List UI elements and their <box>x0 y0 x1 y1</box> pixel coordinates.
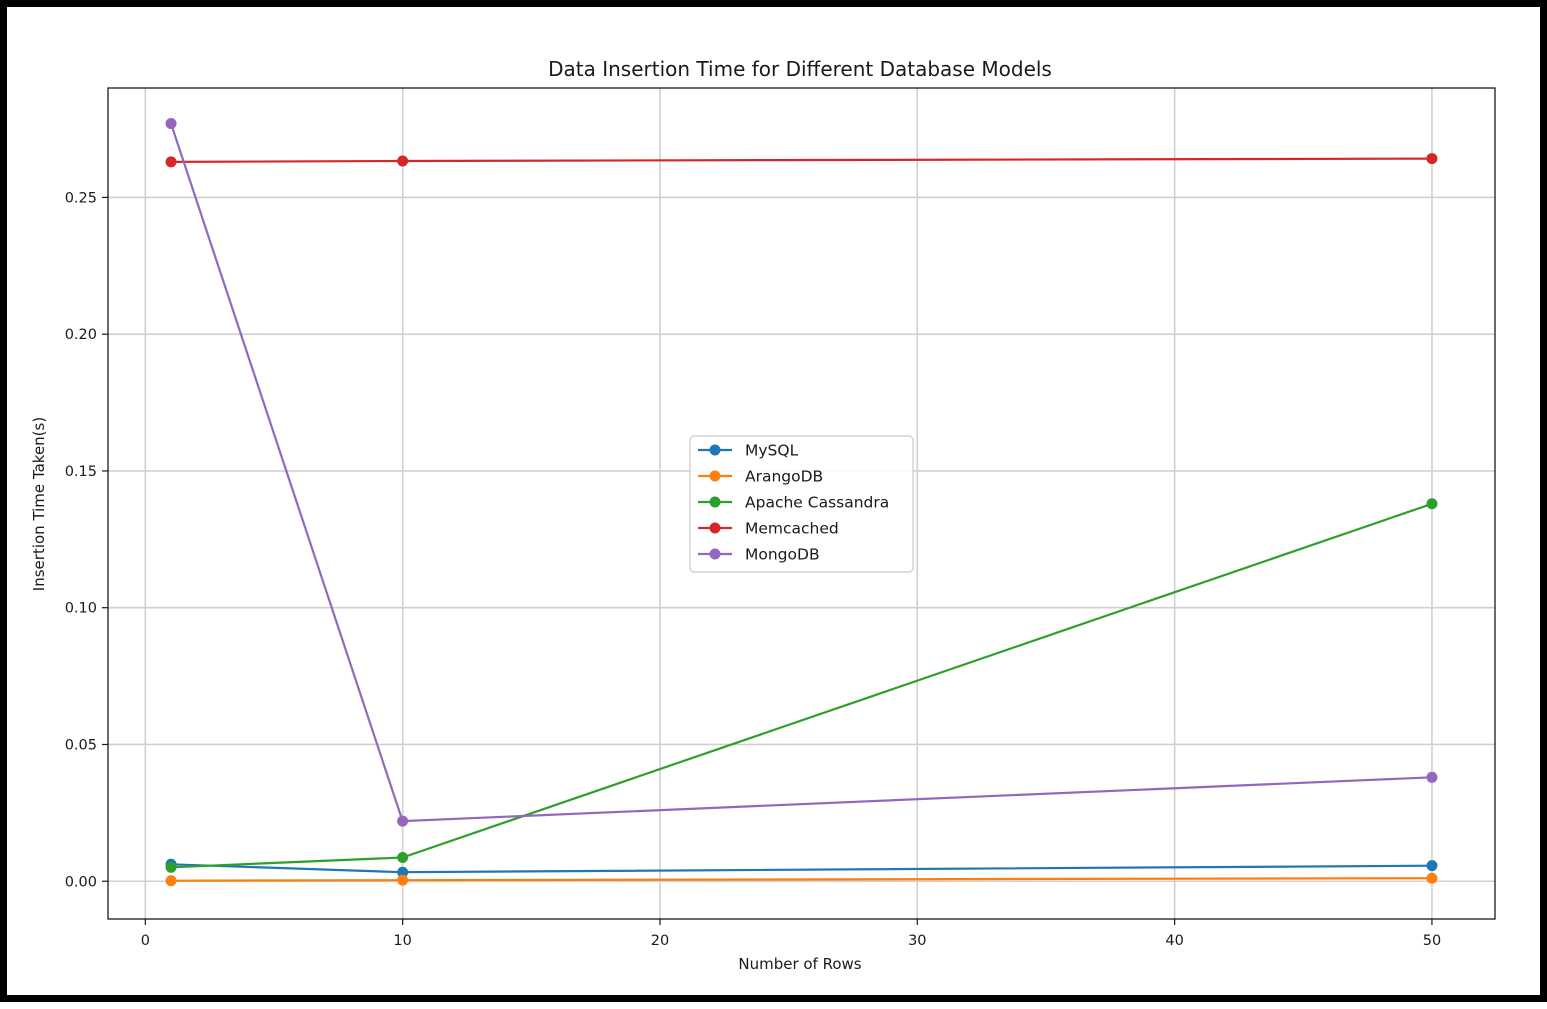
data-point-arangodb <box>165 875 177 887</box>
line-chart: Data Insertion Time for Different Databa… <box>30 57 1496 973</box>
y-tick-label: 0.15 <box>65 464 97 480</box>
x-tick-label: 20 <box>651 933 669 949</box>
x-tick-label: 50 <box>1423 933 1441 949</box>
data-point-mongodb <box>397 815 409 827</box>
legend-marker <box>709 444 721 456</box>
series-apache-cassandra <box>165 498 1438 873</box>
x-tick-label: 30 <box>908 933 926 949</box>
legend-item-memcached: Memcached <box>698 520 839 538</box>
legend-item-apache-cassandra: Apache Cassandra <box>698 494 889 512</box>
legend-box <box>689 435 914 573</box>
x-axis-label: Number of Rows <box>738 955 861 973</box>
legend-item-arangodb: ArangoDB <box>698 468 823 486</box>
legend-label: MongoDB <box>745 546 820 564</box>
x-tick-label: 0 <box>141 933 150 949</box>
data-point-arangodb <box>397 874 409 886</box>
series-arangodb <box>165 872 1438 887</box>
legend-label: Apache Cassandra <box>745 494 889 512</box>
y-axis-label: Insertion Time Taken(s) <box>30 417 48 591</box>
series-line-arangodb <box>170 877 1433 882</box>
data-point-arangodb <box>1426 872 1438 884</box>
y-tick-label: 0.20 <box>65 327 97 343</box>
legend-marker <box>709 470 721 482</box>
legend-marker <box>709 522 721 534</box>
y-tick-label: 0.00 <box>65 874 97 890</box>
legend-label: ArangoDB <box>745 468 823 486</box>
data-point-memcached <box>165 156 177 168</box>
legend-label: MySQL <box>745 442 799 460</box>
data-point-apache-cassandra <box>165 861 177 873</box>
data-point-mysql <box>1426 860 1438 872</box>
axis-ticks: 0 10 20 30 40 50 0.00 0.05 0.10 0.15 0.20 0.25 <box>65 190 1441 949</box>
series-memcached <box>165 153 1438 168</box>
data-point-apache-cassandra <box>1426 498 1438 510</box>
x-tick-label: 10 <box>393 933 411 949</box>
data-point-memcached <box>397 155 409 167</box>
series-mongodb <box>165 118 1438 827</box>
legend-item-mongodb: MongoDB <box>698 546 820 564</box>
data-point-apache-cassandra <box>397 851 409 863</box>
data-point-memcached <box>1426 153 1438 165</box>
chart-title: Data Insertion Time for Different Databa… <box>548 57 1052 81</box>
x-tick-label: 40 <box>1165 933 1183 949</box>
y-tick-label: 0.10 <box>65 601 97 617</box>
legend-marker <box>709 548 721 560</box>
y-tick-label: 0.25 <box>65 190 97 206</box>
legend-marker <box>709 496 721 508</box>
data-point-mongodb <box>165 118 177 130</box>
legend-item-mysql: MySQL <box>698 442 799 460</box>
legend-label: Memcached <box>745 520 839 538</box>
data-point-mysql <box>397 866 409 878</box>
legend: MySQL ArangoDB Apache Cassandra Memcached Mo… <box>689 435 914 573</box>
data-point-mongodb <box>1426 771 1438 783</box>
plot-area <box>107 87 1496 920</box>
series-mysql <box>165 858 1438 878</box>
series-layer <box>165 118 1438 887</box>
series-line-mysql <box>170 863 1433 874</box>
series-line-memcached <box>170 157 1433 163</box>
y-tick-label: 0.05 <box>65 737 97 753</box>
